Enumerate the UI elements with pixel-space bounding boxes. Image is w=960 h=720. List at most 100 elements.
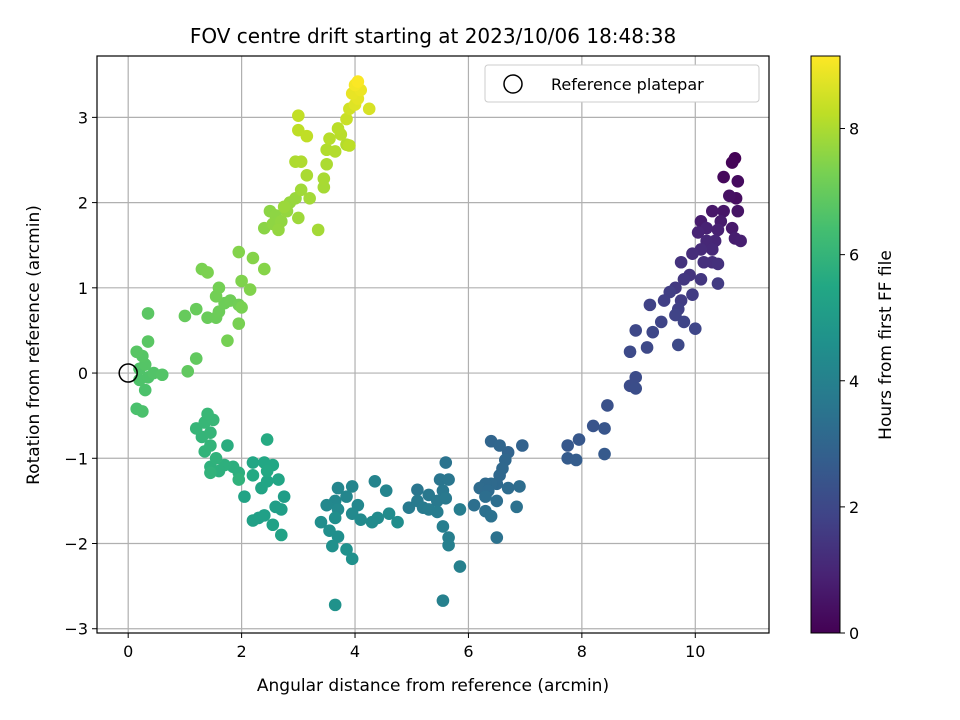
- data-point: [272, 473, 285, 486]
- data-point: [411, 483, 424, 497]
- data-point: [705, 243, 719, 256]
- data-point: [300, 129, 314, 143]
- reference-marker: [118, 363, 138, 383]
- data-point: [201, 266, 214, 279]
- data-point: [260, 433, 274, 446]
- data-point: [204, 466, 217, 480]
- data-point: [598, 422, 611, 435]
- data-point: [354, 513, 367, 526]
- data-point: [697, 255, 711, 269]
- data-point: [326, 539, 339, 553]
- data-point: [260, 474, 274, 488]
- data-point: [657, 294, 671, 307]
- data-point: [723, 189, 736, 203]
- data-point: [640, 341, 654, 354]
- data-point: [130, 345, 143, 359]
- data-point: [490, 531, 504, 544]
- colorbar-tick-label: 2: [849, 498, 859, 517]
- data-point: [243, 283, 257, 296]
- data-point: [277, 200, 291, 214]
- data-point: [331, 481, 345, 495]
- data-point: [479, 490, 492, 503]
- colorbar-tick-label: 4: [849, 372, 859, 391]
- data-point: [711, 257, 725, 271]
- data-point: [654, 315, 668, 329]
- data-point: [669, 308, 682, 322]
- data-point: [189, 302, 203, 316]
- data-point: [493, 439, 506, 452]
- data-point: [691, 226, 705, 239]
- data-point: [212, 281, 226, 295]
- data-point: [439, 456, 453, 469]
- data-point: [331, 122, 345, 135]
- data-point: [235, 301, 248, 314]
- data-point: [138, 383, 152, 397]
- x-tick-label: 4: [350, 642, 360, 661]
- data-point: [725, 156, 739, 169]
- data-point: [221, 334, 234, 347]
- data-point: [246, 514, 260, 527]
- data-point: [569, 453, 583, 467]
- y-tick-label: −3: [64, 620, 88, 639]
- data-point: [436, 520, 450, 533]
- data-point: [277, 490, 291, 503]
- data-point: [294, 155, 308, 168]
- data-point: [155, 368, 169, 382]
- data-point: [331, 530, 345, 543]
- data-point: [246, 469, 260, 482]
- data-point: [586, 419, 600, 433]
- data-point: [317, 172, 331, 186]
- data-point: [623, 345, 637, 359]
- colorbar-tick-label: 0: [849, 624, 859, 643]
- data-point: [629, 382, 643, 395]
- data-point: [257, 262, 271, 276]
- data-point: [717, 204, 730, 218]
- data-point: [382, 507, 396, 520]
- data-point: [300, 169, 314, 182]
- data-point: [516, 439, 529, 452]
- data-point: [189, 352, 203, 365]
- data-point: [686, 247, 699, 261]
- data-point: [368, 474, 382, 488]
- data-point: [340, 112, 353, 126]
- data-point: [362, 102, 376, 116]
- data-point: [646, 325, 660, 339]
- data-point: [328, 598, 342, 612]
- legend-marker-icon: [503, 74, 523, 94]
- colorbar-tick-label: 6: [849, 246, 859, 265]
- data-point: [513, 480, 526, 493]
- data-point: [141, 335, 155, 348]
- data-point: [292, 109, 305, 122]
- colorbar: [810, 55, 841, 634]
- data-point: [677, 272, 691, 286]
- data-point: [141, 307, 155, 320]
- data-point: [204, 439, 217, 452]
- data-point: [688, 322, 702, 336]
- x-tick-label: 2: [237, 642, 247, 661]
- data-point: [442, 473, 455, 486]
- data-point: [340, 543, 353, 556]
- data-point: [343, 139, 356, 152]
- y-axis-ticks: −3 −2 −1 0 1 2 3: [64, 108, 97, 639]
- data-point: [272, 223, 285, 237]
- data-point: [725, 221, 739, 235]
- data-point: [453, 560, 467, 573]
- data-point: [345, 480, 359, 493]
- data-point: [711, 277, 725, 290]
- data-point: [430, 505, 444, 519]
- y-axis-label: Rotation from reference (arcmin): [24, 205, 44, 485]
- data-point: [340, 490, 353, 503]
- data-point: [711, 223, 725, 237]
- data-point: [510, 500, 523, 514]
- data-point: [294, 183, 308, 197]
- y-tick-label: 1: [78, 279, 88, 298]
- data-points: [130, 75, 747, 612]
- data-point: [371, 511, 385, 525]
- data-point: [379, 484, 393, 497]
- data-point: [320, 498, 333, 512]
- data-point: [731, 204, 745, 218]
- colorbar-tick-label: 8: [849, 120, 859, 139]
- data-point: [201, 407, 214, 421]
- data-point: [629, 324, 643, 337]
